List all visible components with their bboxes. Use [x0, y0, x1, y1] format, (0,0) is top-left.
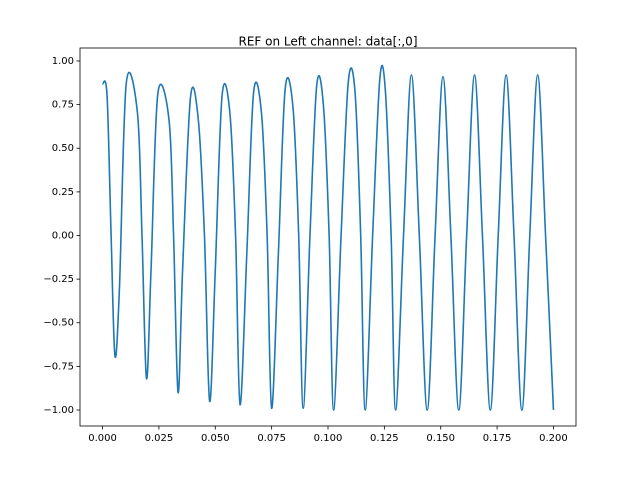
x-tick-label: 0.150 [426, 433, 455, 444]
y-tick-label: −0.25 [43, 274, 74, 285]
y-tick-label: 0.75 [52, 100, 74, 111]
y-tick-label: 0.25 [52, 187, 74, 198]
x-tick-label: 0.200 [539, 433, 568, 444]
x-tick-label: 0.000 [88, 433, 117, 444]
x-tick-label: 0.025 [145, 433, 174, 444]
y-tick-label: −1.00 [43, 405, 74, 416]
x-tick-label: 0.050 [201, 433, 230, 444]
x-tick-label: 0.075 [257, 433, 286, 444]
y-tick-label: 1.00 [52, 56, 74, 67]
line-series [101, 64, 555, 411]
y-tick-label: 0.50 [52, 143, 74, 154]
x-tick-label: 0.125 [370, 433, 399, 444]
chart-title: REF on Left channel: data[:,0] [238, 35, 417, 49]
x-tick-label: 0.175 [483, 433, 512, 444]
y-tick-label: 0.00 [52, 230, 74, 241]
x-tick-label: 0.100 [314, 433, 343, 444]
y-tick-label: −0.50 [43, 318, 74, 329]
y-tick-label: −0.75 [43, 361, 74, 372]
